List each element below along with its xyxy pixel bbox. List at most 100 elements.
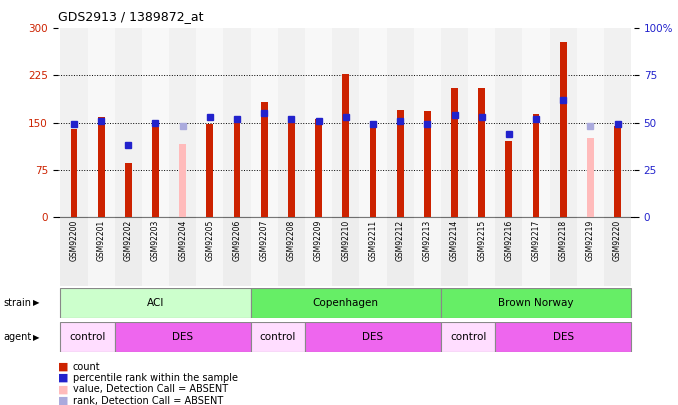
Text: control: control [450, 332, 486, 342]
Bar [414, 28, 441, 217]
Bar [251, 28, 278, 217]
Bar [305, 217, 332, 286]
Bar [332, 217, 359, 286]
Bar [550, 217, 577, 286]
Text: strain: strain [3, 298, 31, 308]
Bar [614, 126, 621, 217]
Bar [288, 117, 295, 217]
Bar [496, 217, 523, 286]
Text: GSM92213: GSM92213 [423, 220, 432, 261]
Bar [577, 28, 604, 217]
Text: DES: DES [172, 332, 193, 342]
Text: control: control [69, 332, 106, 342]
Text: GSM92216: GSM92216 [504, 220, 513, 261]
Bar [196, 217, 224, 286]
Bar [359, 217, 386, 286]
Bar [224, 217, 251, 286]
Text: percentile rank within the sample: percentile rank within the sample [73, 373, 237, 383]
Text: agent: agent [3, 332, 32, 342]
Text: GSM92217: GSM92217 [532, 220, 540, 261]
Text: Copenhagen: Copenhagen [313, 298, 379, 308]
Bar [315, 119, 322, 217]
Bar [523, 217, 550, 286]
Text: GSM92204: GSM92204 [178, 220, 187, 262]
Bar [261, 102, 268, 217]
Bar [414, 217, 441, 286]
Text: GSM92212: GSM92212 [396, 220, 405, 261]
Bar [224, 28, 251, 217]
Bar [468, 28, 496, 217]
Text: ▶: ▶ [33, 333, 39, 342]
Text: GSM92206: GSM92206 [233, 220, 241, 262]
Bar [169, 217, 196, 286]
Text: count: count [73, 362, 100, 371]
Bar [577, 217, 604, 286]
Text: DES: DES [553, 332, 574, 342]
Bar [98, 117, 104, 217]
Text: GSM92202: GSM92202 [124, 220, 133, 261]
Text: GSM92209: GSM92209 [314, 220, 323, 262]
Bar [604, 28, 631, 217]
Bar [342, 74, 349, 217]
Text: GSM92205: GSM92205 [205, 220, 214, 262]
Bar [278, 28, 305, 217]
Bar [424, 111, 431, 217]
Text: DES: DES [363, 332, 384, 342]
Bar [87, 217, 115, 286]
Text: GSM92219: GSM92219 [586, 220, 595, 261]
Bar [370, 121, 376, 217]
Bar [234, 119, 241, 217]
Bar [305, 322, 441, 352]
Bar [451, 88, 458, 217]
Bar [60, 217, 87, 286]
Bar [115, 28, 142, 217]
Bar [441, 288, 631, 318]
Bar [60, 288, 251, 318]
Text: GSM92201: GSM92201 [97, 220, 106, 261]
Bar [468, 217, 496, 286]
Text: ▶: ▶ [33, 298, 39, 307]
Text: ■: ■ [58, 384, 68, 394]
Bar [386, 217, 414, 286]
Bar [604, 217, 631, 286]
Bar [152, 127, 159, 217]
Bar [397, 110, 403, 217]
Text: control: control [260, 332, 296, 342]
Bar [169, 28, 196, 217]
Bar [441, 217, 468, 286]
Bar [196, 28, 224, 217]
Bar [71, 129, 77, 217]
Text: ■: ■ [58, 396, 68, 405]
Text: Brown Norway: Brown Norway [498, 298, 574, 308]
Bar [251, 288, 441, 318]
Text: ■: ■ [58, 362, 68, 371]
Bar [142, 28, 169, 217]
Bar [506, 141, 513, 217]
Text: GSM92210: GSM92210 [341, 220, 351, 261]
Text: rank, Detection Call = ABSENT: rank, Detection Call = ABSENT [73, 396, 223, 405]
Bar [125, 163, 132, 217]
Text: GSM92214: GSM92214 [450, 220, 459, 261]
Bar [478, 88, 485, 217]
Text: ACI: ACI [147, 298, 164, 308]
Bar [441, 322, 496, 352]
Bar [278, 217, 305, 286]
Bar [386, 28, 414, 217]
Bar [115, 322, 251, 352]
Bar [523, 28, 550, 217]
Bar [179, 145, 186, 217]
Bar [587, 138, 594, 217]
Bar [305, 28, 332, 217]
Text: ■: ■ [58, 373, 68, 383]
Bar [496, 322, 631, 352]
Bar [60, 28, 87, 217]
Bar [142, 217, 169, 286]
Text: GSM92218: GSM92218 [559, 220, 567, 261]
Text: GSM92211: GSM92211 [368, 220, 378, 261]
Text: GSM92203: GSM92203 [151, 220, 160, 262]
Bar [550, 28, 577, 217]
Bar [115, 217, 142, 286]
Bar [251, 217, 278, 286]
Bar [251, 322, 305, 352]
Bar [560, 42, 567, 217]
